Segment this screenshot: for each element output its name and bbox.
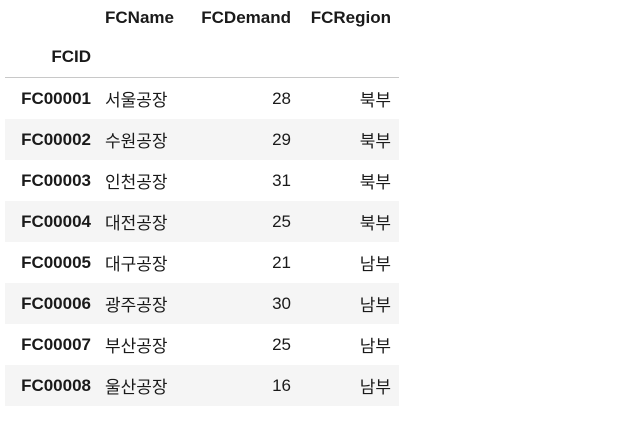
blank-corner-cell [5,0,91,36]
fcregion-cell: 북부 [359,91,391,110]
fcregion-cell: 북부 [359,132,391,151]
column-header-row: FCName FCDemand FCRegion [5,0,399,36]
table-row: FC00008 울산공장 16 남부 [5,365,399,406]
fcname-cell: 대전공장 [105,214,168,233]
blank-header-cell [195,36,305,78]
fcdemand-cell: 25 [272,334,291,354]
fcregion-cell: 남부 [359,378,391,397]
fcdemand-cell: 29 [272,129,291,149]
table-row: FC00006 광주공장 30 남부 [5,283,399,324]
fcname-cell: 광주공장 [105,296,168,315]
row-index-cell: FC00006 [21,293,91,313]
table-row: FC00002 수원공장 29 북부 [5,119,399,160]
row-index-cell: FC00005 [21,252,91,272]
table-row: FC00001 서울공장 28 북부 [5,78,399,120]
fcregion-cell: 북부 [359,214,391,233]
index-name-header: FCID [5,36,91,78]
fcregion-cell: 북부 [359,173,391,192]
row-index-cell: FC00008 [21,375,91,395]
dataframe-output: FCName FCDemand FCRegion FCID FC00001 서울… [5,0,399,406]
row-index-cell: FC00007 [21,334,91,354]
table-body: FC00001 서울공장 28 북부 FC00002 수원공장 29 북부 FC… [5,78,399,406]
fcdemand-cell: 21 [272,252,291,272]
column-header-fcdemand: FCDemand [201,8,291,27]
fcname-cell: 인천공장 [105,173,168,192]
table-header: FCName FCDemand FCRegion FCID [5,0,399,78]
column-header-fcname: FCName [105,8,174,27]
row-index-cell: FC00003 [21,170,91,190]
blank-header-cell [305,36,399,78]
fcregion-cell: 남부 [359,337,391,356]
fcname-cell: 수원공장 [105,132,168,151]
row-index-cell: FC00002 [21,129,91,149]
fcname-cell: 부산공장 [105,337,168,356]
row-index-cell: FC00001 [21,88,91,108]
table-row: FC00003 인천공장 31 북부 [5,160,399,201]
fcdemand-cell: 25 [272,211,291,231]
table-row: FC00007 부산공장 25 남부 [5,324,399,365]
index-name-row: FCID [5,36,399,78]
fcname-cell: 대구공장 [105,255,168,274]
fcdemand-cell: 16 [272,375,291,395]
fcdemand-cell: 31 [272,170,291,190]
table-row: FC00005 대구공장 21 남부 [5,242,399,283]
dataframe-table: FCName FCDemand FCRegion FCID FC00001 서울… [5,0,399,406]
row-index-cell: FC00004 [21,211,91,231]
column-header-fcregion: FCRegion [310,8,391,27]
blank-header-cell [91,36,195,78]
fcdemand-cell: 28 [272,88,291,108]
fcdemand-cell: 30 [272,293,291,313]
fcname-cell: 서울공장 [105,91,168,110]
table-row: FC00004 대전공장 25 북부 [5,201,399,242]
fcregion-cell: 남부 [359,255,391,274]
fcname-cell: 울산공장 [105,378,168,397]
fcregion-cell: 남부 [359,296,391,315]
